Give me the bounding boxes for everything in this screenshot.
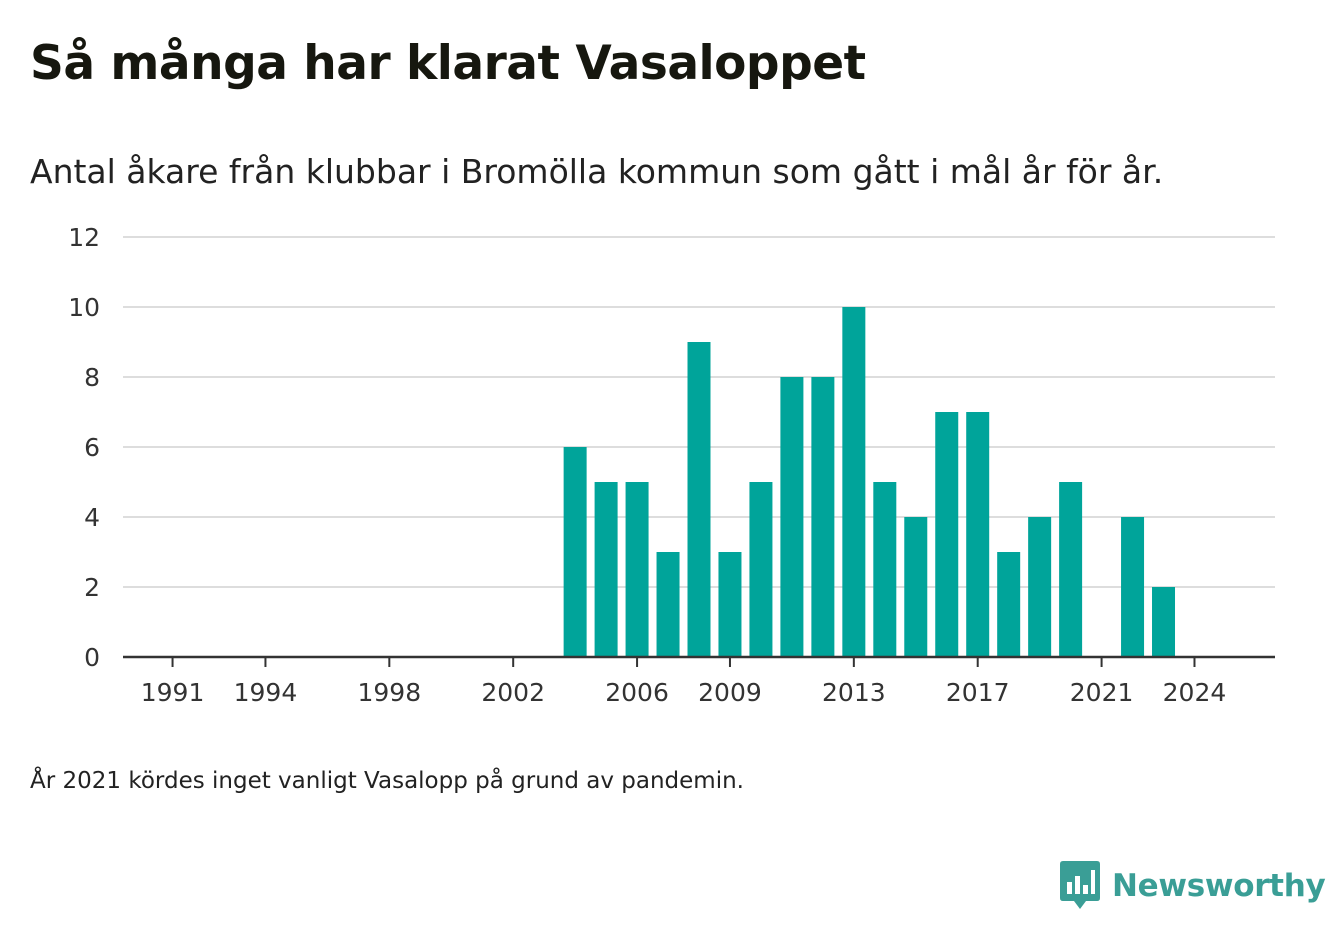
chart-speech-bubble-icon — [1060, 861, 1100, 909]
y-tick-label: 8 — [84, 363, 100, 392]
bar-2006 — [625, 482, 649, 657]
x-tick-label: 2006 — [605, 678, 669, 707]
x-axis: 1991 1994 1998 2002 2006 2009 2013 2017 2021 2024 — [123, 655, 1275, 707]
x-tick-label: 1991 — [141, 678, 205, 707]
bar-2019 — [1028, 517, 1052, 657]
bar-2011 — [780, 377, 804, 657]
newsworthy-logo: Newsworthy — [1060, 860, 1326, 912]
bar-2010 — [749, 482, 773, 657]
bar-2004 — [563, 447, 587, 657]
logo-text: Newsworthy — [1112, 868, 1326, 904]
x-tick-label: 2021 — [1070, 678, 1134, 707]
bar-2005 — [594, 482, 618, 657]
y-axis-ticks: 0 2 4 6 8 10 12 — [68, 223, 100, 672]
bar-2018 — [997, 552, 1021, 657]
x-tick-label: 2002 — [481, 678, 545, 707]
chart-subtitle: Antal åkare från klubbar i Bromölla komm… — [30, 152, 1164, 191]
x-tick-label: 2024 — [1163, 678, 1227, 707]
x-tick-label: 2017 — [946, 678, 1010, 707]
bar-2013 — [842, 307, 866, 657]
bar-2023 — [1152, 587, 1176, 657]
x-tick-label: 1994 — [234, 678, 298, 707]
y-tick-label: 6 — [84, 433, 100, 462]
bars — [563, 307, 1176, 657]
bar-2022 — [1121, 517, 1145, 657]
x-tick-label: 1998 — [358, 678, 422, 707]
bar-2012 — [811, 377, 835, 657]
footnote: År 2021 kördes inget vanligt Vasalopp på… — [30, 768, 744, 794]
bar-2015 — [904, 517, 928, 657]
chart-title: Så många har klarat Vasaloppet — [30, 36, 866, 91]
x-tick-label: 2013 — [822, 678, 886, 707]
bar-2009 — [718, 552, 742, 657]
bar-2016 — [935, 412, 959, 657]
y-tick-label: 2 — [84, 573, 100, 602]
bar-2007 — [656, 552, 680, 657]
x-tick-label: 2009 — [698, 678, 762, 707]
y-tick-label: 4 — [84, 503, 100, 532]
bar-2014 — [873, 482, 897, 657]
bar-2020 — [1059, 482, 1083, 657]
y-tick-label: 12 — [68, 223, 100, 252]
y-tick-label: 0 — [84, 643, 100, 672]
bar-2008 — [687, 342, 711, 657]
y-tick-label: 10 — [68, 293, 100, 322]
bar-2017 — [966, 412, 990, 657]
